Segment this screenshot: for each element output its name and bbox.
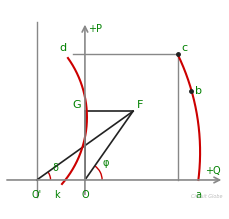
Text: F: F [136,99,142,110]
Text: +Q: +Q [204,166,220,176]
Text: O': O' [32,190,42,200]
Text: O: O [81,190,88,200]
Text: Circuit Globe: Circuit Globe [190,194,221,199]
Text: φ: φ [102,158,108,168]
Text: c: c [180,43,186,53]
Text: δ: δ [52,163,58,173]
Text: G: G [73,99,81,110]
Text: d: d [59,43,66,53]
Text: a: a [194,190,201,200]
Text: k: k [54,190,60,200]
Text: +P: +P [88,24,102,34]
Text: b: b [194,86,201,95]
